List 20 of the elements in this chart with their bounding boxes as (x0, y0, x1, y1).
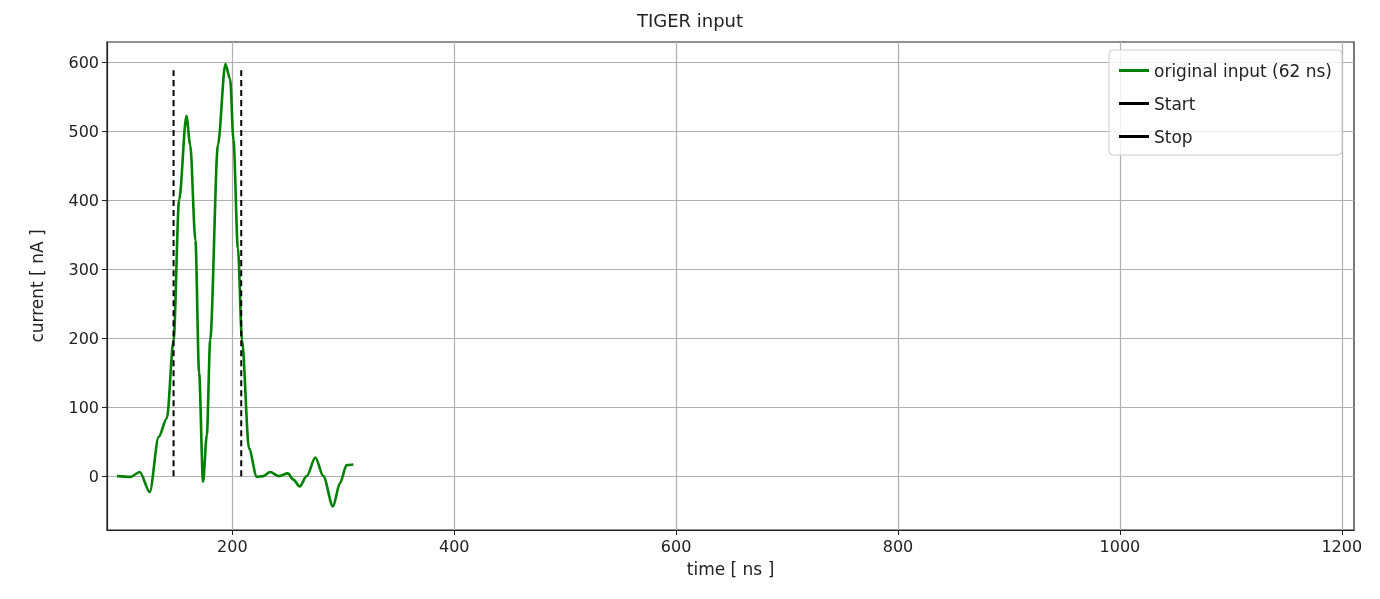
y-tick-label: 300 (68, 259, 99, 279)
x-tick-label: 800 (882, 536, 914, 556)
legend-label: original input (62 ns) (1153, 60, 1333, 81)
y-tick-label: 400 (68, 190, 99, 210)
x-tick-label: 1200 (1321, 536, 1363, 556)
y-tick-label: 0 (88, 466, 99, 486)
y-tick-label: 500 (68, 121, 99, 141)
legend-label: Start (1153, 93, 1196, 114)
chart-title: TIGER input (635, 9, 744, 31)
x-tick-label: 1000 (1099, 536, 1141, 556)
x-axis-title: time [ ns ] (686, 558, 775, 579)
line-series (115, 62, 355, 508)
legend-label: Stop (1153, 126, 1193, 147)
y-tick-label: 100 (68, 397, 99, 417)
y-tick-label: 600 (68, 52, 99, 72)
y-tick-label: 200 (68, 328, 99, 348)
x-tick-label: 200 (217, 536, 248, 556)
x-tick-label: 600 (660, 536, 692, 556)
y-axis-title: current [ nA ] (26, 229, 47, 343)
x-tick-label: 400 (438, 536, 470, 556)
